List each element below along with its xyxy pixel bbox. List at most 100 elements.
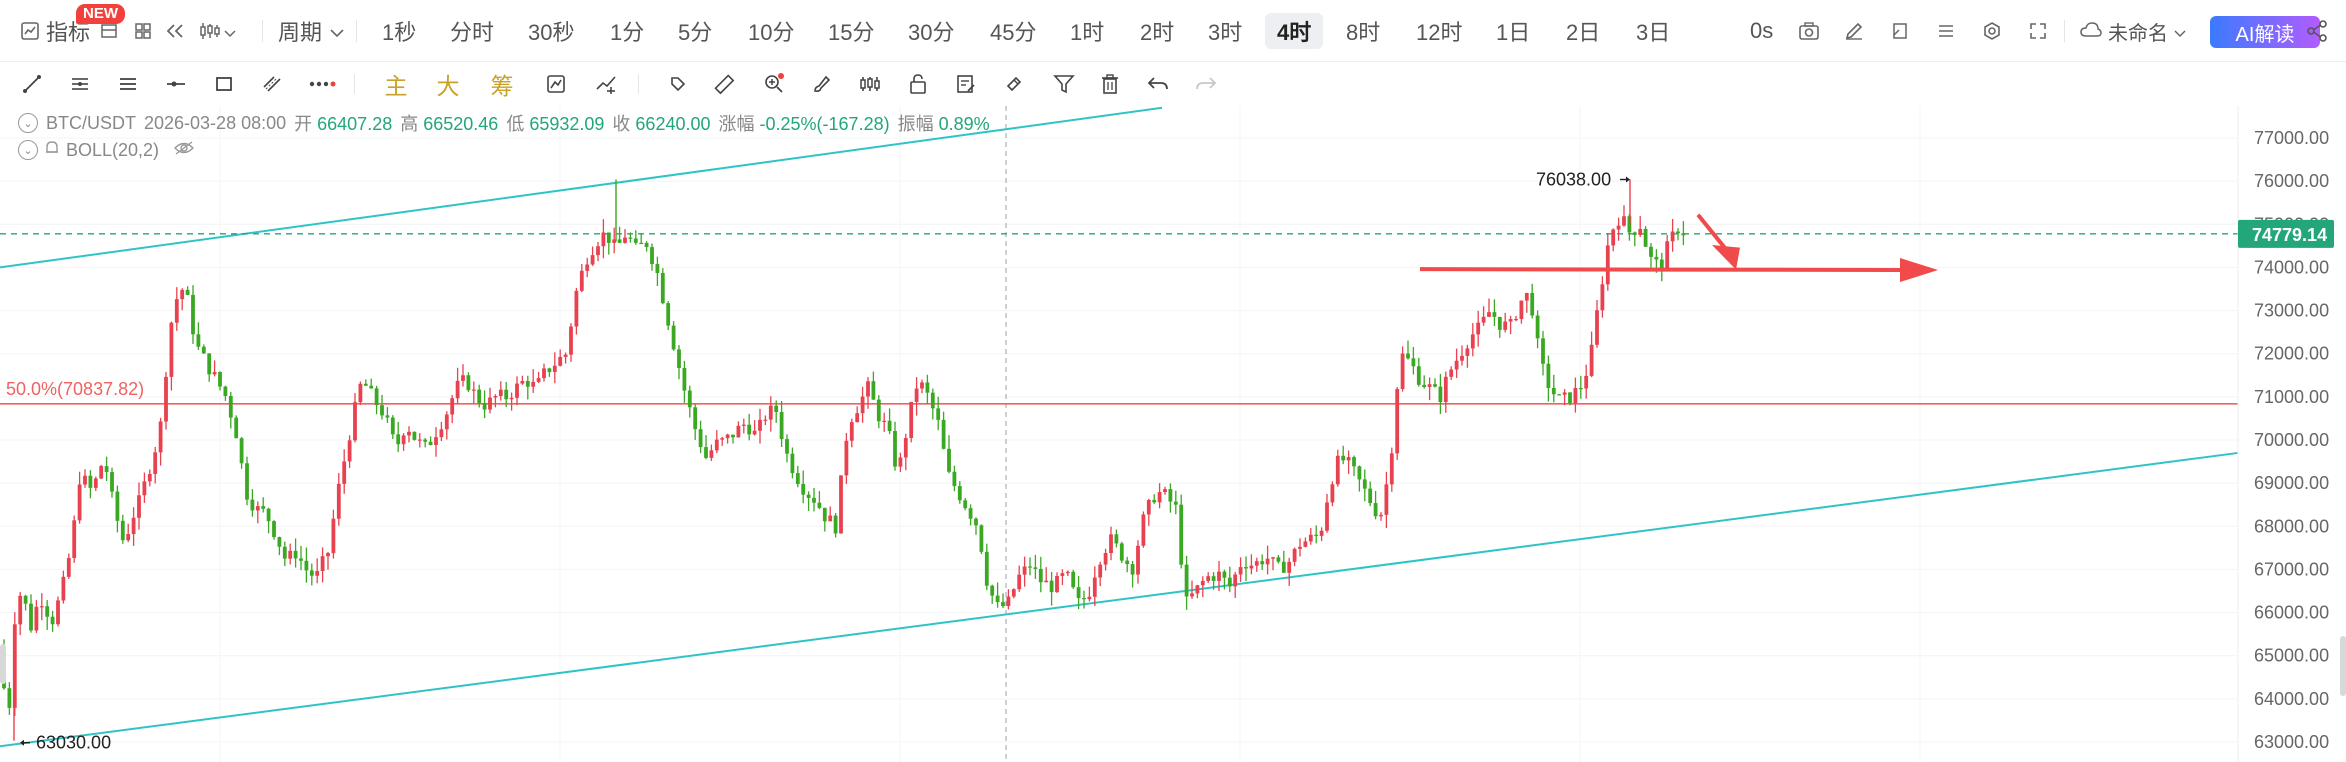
- candle-body: [423, 439, 428, 442]
- candle-body: [7, 688, 12, 708]
- candle-body: [1254, 561, 1259, 566]
- candle-body: [704, 447, 708, 458]
- pen-icon[interactable]: [1844, 0, 1864, 62]
- left-scroll-handle[interactable]: [0, 644, 6, 684]
- period-1m[interactable]: 1分: [610, 20, 645, 45]
- candle-body: [1028, 566, 1032, 568]
- period-30s[interactable]: 30秒: [528, 20, 575, 45]
- collapse-icon[interactable]: ⌄: [18, 140, 38, 160]
- chip-distribution-tool[interactable]: 筹: [490, 74, 514, 100]
- trend-line-icon[interactable]: [14, 62, 50, 106]
- period-4h[interactable]: 4时: [1265, 13, 1324, 49]
- price-tick-label: 76000.00: [2254, 171, 2329, 191]
- trash-icon[interactable]: [1092, 62, 1128, 106]
- period-2h[interactable]: 2时: [1140, 20, 1175, 45]
- fullscreen-exit-icon[interactable]: [1890, 0, 1910, 62]
- candle-body: [525, 380, 530, 387]
- layout-grid-icon[interactable]: [134, 0, 152, 62]
- candle-body: [898, 457, 903, 467]
- more-tools-icon[interactable]: [304, 62, 340, 106]
- chart-type-button[interactable]: [198, 0, 236, 62]
- horizontal-ray-icon[interactable]: [158, 62, 194, 106]
- period-timeshare[interactable]: 分时: [450, 20, 495, 45]
- undo-icon[interactable]: [1140, 62, 1176, 106]
- period-1d[interactable]: 1日: [1496, 20, 1531, 45]
- camera-icon[interactable]: [1798, 0, 1820, 62]
- filter-icon[interactable]: [1046, 62, 1082, 106]
- candle-body: [650, 247, 654, 264]
- brush-icon[interactable]: [804, 62, 840, 106]
- candle-body: [137, 495, 141, 518]
- share-icon[interactable]: [2306, 0, 2328, 62]
- redo-icon[interactable]: [1188, 62, 1224, 106]
- drawing-toolbar: 主 大 筹: [0, 62, 2346, 106]
- period-1h[interactable]: 1时: [1070, 20, 1105, 45]
- channel-icon[interactable]: [254, 62, 290, 106]
- auto-draw-icon[interactable]: [538, 62, 574, 106]
- candle-body: [1168, 489, 1173, 502]
- alarm-icon[interactable]: [44, 140, 60, 161]
- candle-body: [509, 397, 514, 400]
- candle-body: [882, 420, 887, 422]
- candle-body: [1622, 216, 1626, 226]
- period-dropdown[interactable]: 周期: [278, 0, 344, 62]
- right-scroll-handle[interactable]: [2340, 636, 2346, 696]
- eye-off-icon[interactable]: [173, 140, 195, 161]
- candle-body: [682, 368, 687, 391]
- candle-body: [1109, 534, 1113, 554]
- period-15m[interactable]: 15分: [828, 20, 875, 45]
- lock-icon[interactable]: [900, 62, 936, 106]
- layout-name-dropdown[interactable]: 未命名: [2080, 0, 2186, 62]
- period-12h[interactable]: 12时: [1416, 20, 1463, 45]
- period-45m[interactable]: 45分: [990, 20, 1037, 45]
- ruler-icon[interactable]: [706, 62, 742, 106]
- copy-icon[interactable]: [660, 62, 696, 106]
- magnet-icon[interactable]: [996, 62, 1032, 106]
- candle-body: [1136, 545, 1140, 575]
- candle-body: [822, 507, 827, 522]
- large-order-tool[interactable]: 大: [436, 74, 460, 100]
- price-tick-label: 66000.00: [2254, 603, 2329, 623]
- period-1s[interactable]: 1秒: [382, 20, 417, 45]
- candle-body: [552, 365, 557, 373]
- period-30m[interactable]: 30分: [908, 20, 955, 45]
- candle-body: [1049, 580, 1054, 593]
- period-3h[interactable]: 3时: [1208, 20, 1243, 45]
- list-icon[interactable]: [1936, 0, 1956, 62]
- indicator-button[interactable]: 指标: [20, 0, 90, 62]
- period-2d[interactable]: 2日: [1566, 20, 1601, 45]
- period-10m[interactable]: 10分: [748, 20, 795, 45]
- main-force-tool[interactable]: 主: [384, 74, 408, 100]
- ai-interpret-button[interactable]: AI解读: [2210, 16, 2320, 48]
- period-8h[interactable]: 8时: [1346, 20, 1381, 45]
- rewind-icon[interactable]: [164, 0, 186, 62]
- candle-body: [1038, 568, 1043, 583]
- horizontal-lines-icon[interactable]: [110, 62, 146, 106]
- period-5m[interactable]: 5分: [678, 20, 713, 45]
- gear-icon[interactable]: [1982, 0, 2002, 62]
- candle-body: [1103, 553, 1108, 565]
- candle-body: [1001, 602, 1005, 607]
- candle-body: [1195, 585, 1200, 594]
- candle-body: [1308, 534, 1313, 542]
- candle-body: [1211, 576, 1216, 581]
- parallel-lines-icon[interactable]: [62, 62, 98, 106]
- layout-name: 未命名: [2108, 22, 2168, 45]
- pattern-icon[interactable]: [852, 62, 888, 106]
- candle-body: [1233, 574, 1238, 587]
- candle-body: [1352, 457, 1356, 467]
- period-3d[interactable]: 3日: [1636, 20, 1671, 45]
- candle-body: [380, 405, 384, 416]
- datetime-label: 2026-03-28 08:00: [144, 112, 287, 133]
- collapse-icon[interactable]: ⌄: [18, 113, 38, 133]
- kline-chart[interactable]: 50.0%(70837.82) 76038.00 63030.00 77000.00…: [0, 106, 2346, 762]
- template-icon[interactable]: [100, 0, 118, 62]
- rectangle-icon[interactable]: [206, 62, 242, 106]
- expand-icon[interactable]: [2028, 0, 2048, 62]
- indicator-draw-icon[interactable]: [588, 62, 624, 106]
- edit-list-icon[interactable]: [948, 62, 984, 106]
- ohlc-info-row: ⌄ BTC/USDT 2026-03-28 08:00 开 66407.28 高…: [18, 110, 990, 136]
- kline-chart-svg[interactable]: 50.0%(70837.82) 76038.00 63030.00 77000.00…: [0, 106, 2346, 762]
- price-tick-label: 71000.00: [2254, 387, 2329, 407]
- zoom-in-icon[interactable]: [756, 62, 792, 106]
